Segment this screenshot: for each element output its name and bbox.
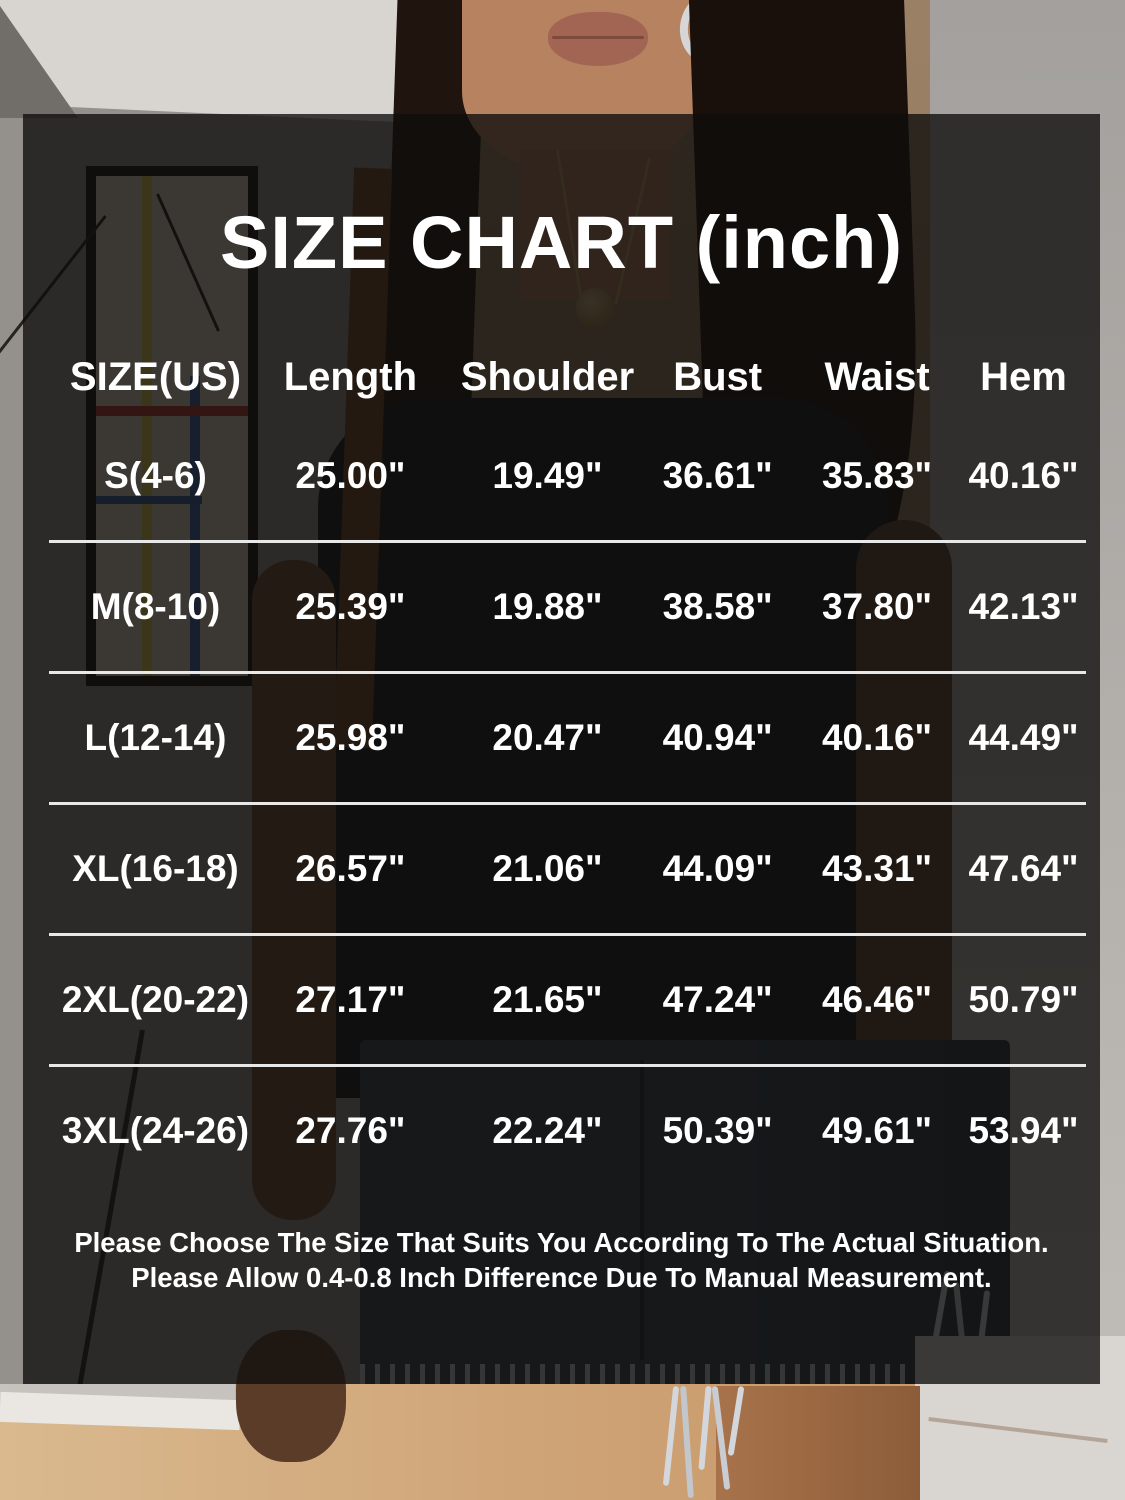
bust-value: 40.94" xyxy=(662,717,773,758)
size-chart-panel: SIZE CHART (inch) SIZE(US) Length Should… xyxy=(23,114,1100,1384)
shoulder-value: 22.24" xyxy=(492,1110,603,1151)
size-chart-title: SIZE CHART (inch) xyxy=(220,201,903,284)
size-label: S(4-6) xyxy=(104,455,207,496)
size-label: L(12-14) xyxy=(84,717,227,758)
length-value: 25.39" xyxy=(295,586,406,627)
size-label: XL(16-18) xyxy=(72,848,239,889)
row-separator xyxy=(49,1064,1086,1067)
table-row-l: L(12-14) 25.98" 20.47" 40.94" 40.16" 44.… xyxy=(23,674,1100,802)
model-lips xyxy=(548,12,648,66)
row-separator xyxy=(49,933,1086,936)
size-label: 3XL(24-26) xyxy=(61,1110,250,1151)
column-header-hem: Hem xyxy=(980,354,1067,399)
bust-value: 38.58" xyxy=(662,586,773,627)
hem-value: 40.16" xyxy=(968,455,1079,496)
length-value: 27.17" xyxy=(295,979,406,1020)
hem-value: 47.64" xyxy=(968,848,1079,889)
row-separator xyxy=(49,802,1086,805)
shoulder-value: 20.47" xyxy=(492,717,603,758)
size-label: M(8-10) xyxy=(90,586,221,627)
ceiling xyxy=(0,0,440,124)
table-row-2xl: 2XL(20-22) 27.17" 21.65" 47.24" 46.46" 5… xyxy=(23,936,1100,1064)
table-row-xl: XL(16-18) 26.57" 21.06" 44.09" 43.31" 47… xyxy=(23,805,1100,933)
column-header-bust: Bust xyxy=(673,354,763,399)
row-separator xyxy=(49,671,1086,674)
table-row-s: S(4-6) 25.00" 19.49" 36.61" 35.83" 40.16… xyxy=(23,412,1100,540)
size-chart-header-row: SIZE(US) Length Shoulder Bust Waist Hem xyxy=(23,342,1100,412)
footnote-line-2: Please Allow 0.4-0.8 Inch Difference Due… xyxy=(131,1262,992,1293)
shoulder-value: 19.88" xyxy=(492,586,603,627)
bust-value: 47.24" xyxy=(662,979,773,1020)
length-value: 25.00" xyxy=(295,455,406,496)
waist-value: 46.46" xyxy=(821,979,933,1020)
hem-value: 50.79" xyxy=(968,979,1079,1020)
shoulder-value: 21.65" xyxy=(492,979,603,1020)
waist-value: 43.31" xyxy=(821,848,933,889)
column-header-length: Length xyxy=(283,354,418,399)
hem-value: 44.49" xyxy=(968,717,1079,758)
waist-value: 37.80" xyxy=(821,586,933,627)
hem-value: 42.13" xyxy=(968,586,1079,627)
model-leg xyxy=(716,1386,920,1500)
hem-value: 53.94" xyxy=(968,1110,1079,1151)
bust-value: 50.39" xyxy=(662,1110,773,1151)
size-label: 2XL(20-22) xyxy=(61,979,250,1020)
column-header-shoulder: Shoulder xyxy=(460,354,635,399)
column-header-size: SIZE(US) xyxy=(69,354,242,399)
shoulder-value: 21.06" xyxy=(492,848,603,889)
footnote-line-1: Please Choose The Size That Suits You Ac… xyxy=(74,1227,1049,1258)
shoulder-value: 19.49" xyxy=(492,455,603,496)
column-header-waist: Waist xyxy=(824,354,930,399)
bust-value: 36.61" xyxy=(662,455,773,496)
length-value: 25.98" xyxy=(295,717,406,758)
table-row-m: M(8-10) 25.39" 19.88" 38.58" 37.80" 42.1… xyxy=(23,543,1100,671)
waist-value: 40.16" xyxy=(821,717,933,758)
waist-value: 35.83" xyxy=(821,455,933,496)
length-value: 26.57" xyxy=(295,848,406,889)
bust-value: 44.09" xyxy=(662,848,773,889)
waist-value: 49.61" xyxy=(821,1110,933,1151)
size-chart-footnote: Please Choose The Size That Suits You Ac… xyxy=(23,1225,1100,1295)
row-separator xyxy=(49,540,1086,543)
length-value: 27.76" xyxy=(295,1110,406,1151)
model-lip-line xyxy=(552,36,644,39)
table-row-3xl: 3XL(24-26) 27.76" 22.24" 50.39" 49.61" 5… xyxy=(23,1067,1100,1195)
